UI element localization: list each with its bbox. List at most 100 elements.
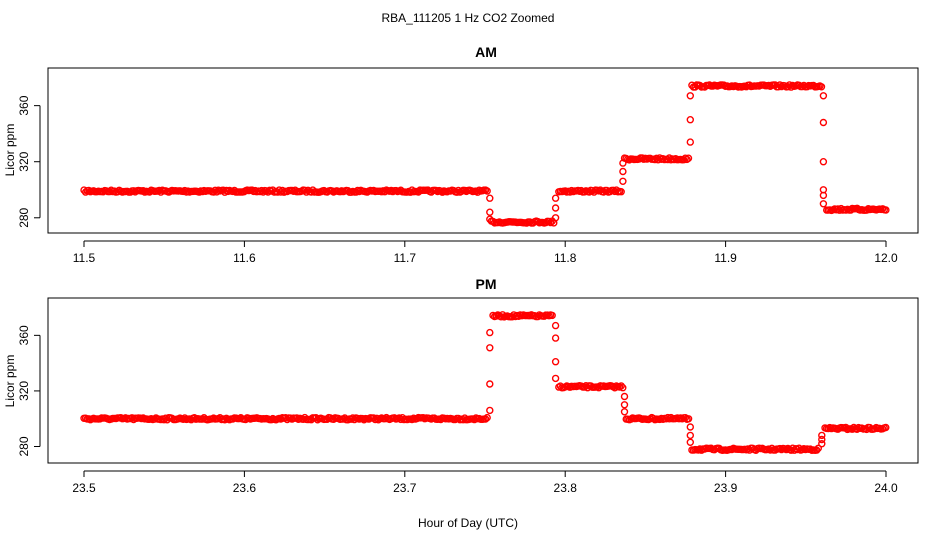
- data-point: [551, 334, 560, 342]
- data-point: [486, 208, 494, 216]
- pm-plot-frame: [47, 297, 919, 464]
- data-point: [819, 191, 828, 200]
- data-point: [819, 157, 828, 166]
- data-point: [551, 358, 560, 366]
- data-point: [818, 440, 826, 448]
- data-point: [620, 392, 629, 401]
- pm-x-tick-label: 23.8: [554, 481, 578, 495]
- am-panel-title: AM: [475, 44, 497, 60]
- data-point: [213, 188, 221, 196]
- pm-y-axis-title: Licor ppm: [3, 355, 17, 408]
- data-point: [848, 425, 856, 433]
- am-y-tick-label: 360: [17, 95, 31, 115]
- data-point: [819, 92, 828, 100]
- data-point: [819, 118, 828, 127]
- data-point: [302, 188, 311, 196]
- data-point: [551, 194, 560, 202]
- am-x-tick-label: 12.0: [874, 251, 898, 265]
- data-point: [680, 155, 688, 164]
- data-point: [776, 81, 784, 89]
- pm-x-axis: 23.5 23.6 23.7 23.8 23.9 24.0: [72, 470, 898, 495]
- data-point: [486, 406, 494, 415]
- pm-panel: PM Licor ppm 23.5 23.6 23.7 23.8 23.9 24.0 28…: [3, 276, 919, 495]
- data-point: [686, 423, 694, 431]
- data-point: [483, 187, 491, 195]
- am-y-tick-label: 280: [17, 207, 31, 227]
- data-point: [619, 167, 627, 176]
- data-point: [408, 415, 416, 424]
- am-series: [80, 81, 890, 227]
- data-point: [481, 415, 490, 423]
- data-point: [681, 154, 689, 162]
- data-point: [181, 414, 189, 422]
- data-point: [486, 194, 494, 202]
- am-x-axis: 11.5 11.6 11.7 11.8 11.9 12.0: [73, 240, 898, 265]
- am-plot-frame: [47, 67, 919, 234]
- data-point: [819, 200, 828, 208]
- data-point: [545, 217, 553, 226]
- data-point: [686, 138, 694, 146]
- data-point: [390, 414, 399, 422]
- am-x-tick-label: 11.8: [554, 251, 577, 265]
- data-point: [483, 413, 491, 422]
- data-point: [683, 155, 691, 164]
- am-x-tick-label: 11.6: [233, 251, 256, 265]
- data-point: [486, 380, 494, 388]
- data-point: [619, 177, 627, 186]
- data-point: [684, 415, 693, 423]
- data-point: [814, 444, 822, 452]
- am-y-tick-label: 320: [17, 151, 31, 171]
- data-point: [813, 446, 821, 454]
- pm-x-tick-label: 24.0: [874, 481, 898, 495]
- data-point: [486, 328, 494, 337]
- data-point: [882, 206, 890, 214]
- pm-y-axis: 280 320 360: [17, 325, 41, 457]
- data-point: [548, 311, 556, 320]
- pm-x-tick-label: 23.5: [72, 481, 96, 495]
- am-x-tick-label: 11.9: [714, 251, 737, 265]
- data-point: [686, 438, 694, 446]
- data-point: [686, 431, 694, 440]
- data-point: [371, 415, 379, 424]
- pm-x-tick-label: 23.9: [714, 481, 738, 495]
- data-point: [551, 321, 560, 330]
- data-point: [486, 215, 494, 223]
- data-point: [619, 159, 627, 167]
- am-x-tick-label: 11.5: [73, 251, 96, 265]
- x-axis-title: Hour of Day (UTC): [418, 516, 518, 530]
- am-y-axis-title: Licor ppm: [3, 124, 17, 177]
- pm-series: [80, 311, 890, 454]
- data-point: [686, 115, 694, 124]
- pm-panel-title: PM: [476, 276, 497, 292]
- pm-x-tick-label: 23.7: [393, 481, 417, 495]
- data-point: [551, 214, 560, 222]
- data-point: [787, 83, 795, 91]
- pm-x-tick-label: 23.6: [233, 481, 257, 495]
- data-point: [453, 188, 461, 196]
- am-y-axis: 280 320 360: [17, 95, 41, 228]
- pm-y-tick-label: 280: [17, 436, 31, 456]
- data-point: [882, 423, 890, 432]
- data-point: [818, 431, 826, 440]
- am-x-tick-label: 11.7: [394, 251, 417, 265]
- data-point: [551, 204, 560, 212]
- data-point: [611, 384, 619, 392]
- data-point: [620, 408, 629, 416]
- pm-y-tick-label: 360: [17, 325, 31, 345]
- data-point: [817, 83, 826, 91]
- data-point: [546, 218, 555, 227]
- data-point: [620, 401, 629, 409]
- data-point: [686, 92, 694, 100]
- am-panel: AM Licor ppm 11.5 11.6 11.7 11.8 11.9 12.0 28…: [3, 44, 919, 265]
- data-point: [684, 154, 693, 162]
- data-point: [617, 382, 625, 390]
- data-point: [259, 188, 267, 196]
- data-point: [818, 435, 826, 444]
- data-point: [617, 187, 625, 196]
- data-point: [486, 344, 494, 352]
- data-point: [681, 414, 690, 422]
- data-point: [619, 384, 627, 392]
- main-title: RBA_111205 1 Hz CO2 Zoomed: [382, 11, 555, 25]
- data-point: [551, 374, 560, 383]
